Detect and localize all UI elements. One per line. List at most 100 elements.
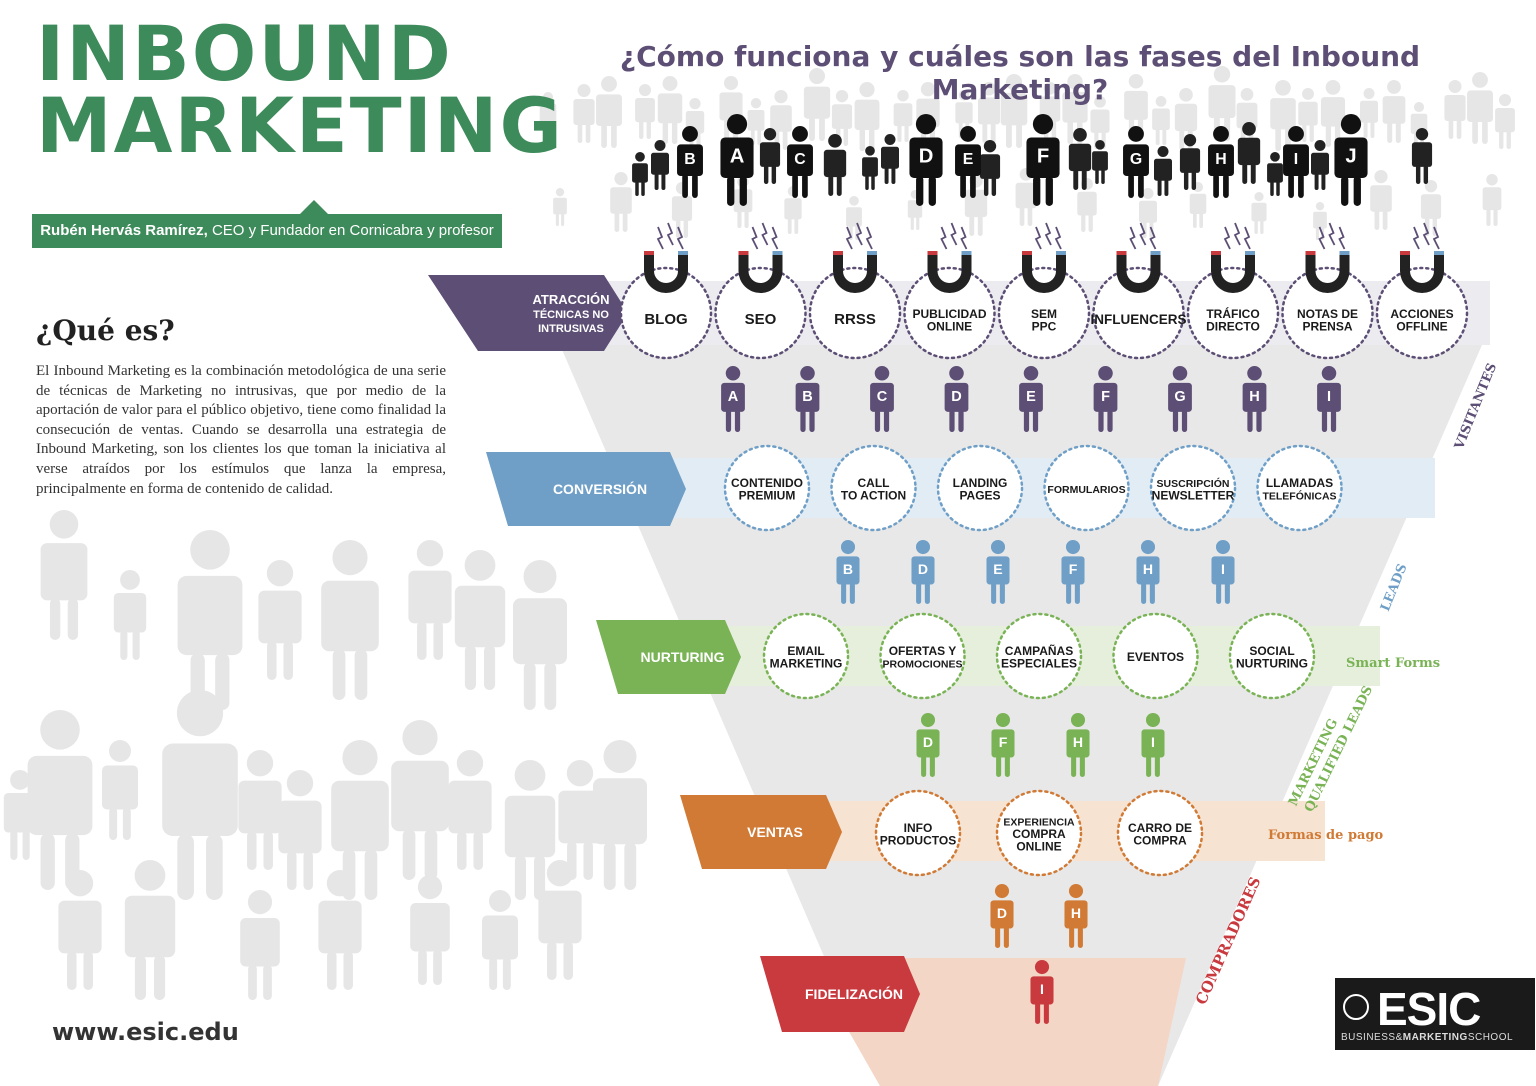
stage-nurturing-person-i-letter: I (1151, 734, 1155, 750)
stage-ventas-label: VENTAS (747, 824, 803, 840)
crowd-person-i: I (1283, 126, 1309, 198)
tactic-label: PUBLICIDAD (913, 307, 987, 321)
tactic-label: OFFLINE (1396, 319, 1447, 333)
crowd-person-left (278, 770, 322, 890)
dark-person (1092, 140, 1108, 184)
crowd-person-left (391, 720, 449, 880)
stage-conversion-person-f: F (1061, 540, 1085, 604)
tactic-label: SEM (1031, 307, 1057, 321)
main-title-line2: MARKETING (36, 81, 564, 170)
main-title-line1: INBOUND (36, 9, 453, 98)
stage-atraccion-person-c-letter: C (877, 389, 888, 405)
crowd-person-left (331, 740, 389, 900)
crowd-person-top (1495, 94, 1515, 149)
crowd-person-top (1482, 174, 1502, 226)
dark-person (759, 128, 781, 184)
crowd-person-g: G (1123, 126, 1149, 198)
esic-seal-icon (1343, 994, 1369, 1020)
stage-conversion-person-d: D (911, 540, 935, 604)
crowd-person-top (1015, 168, 1037, 226)
tactic-formularios: FORMULARIOS (1043, 444, 1130, 532)
crowd-person-left (240, 890, 280, 1000)
dark-person (979, 140, 1001, 196)
tactic-label: ACCIONES (1390, 307, 1453, 321)
stage-atraccion-arrow (428, 275, 628, 351)
stage-conversion-label: CONVERSIÓN (553, 480, 647, 497)
stage-conversion-person-i: I (1211, 540, 1235, 604)
crowd-person-top (1467, 72, 1493, 144)
stage-nurturing-person-f-letter: F (999, 734, 1008, 750)
stage-ventas-person-h: H (1064, 884, 1088, 948)
what-is-text: El Inbound Marketing es la combinación m… (36, 363, 446, 497)
stage-atraccion-person-a: A (721, 366, 745, 432)
crowd-person-left (321, 540, 379, 700)
main-title: INBOUND MARKETING (36, 9, 564, 170)
tactic-label: SOCIAL (1249, 644, 1294, 658)
tactic-blog: BLOG (619, 222, 713, 360)
crowd-person-left (448, 750, 492, 870)
stage-atraccion-person-i: I (1317, 366, 1341, 432)
crowd-person-a-letter: A (730, 146, 745, 168)
dark-person (651, 140, 669, 190)
stage-nurturing-person-h: H (1066, 713, 1090, 777)
logo-name: ESIC (1377, 983, 1481, 1035)
crowd-person-top (671, 182, 693, 238)
stage-fidelizacion: FIDELIZACIÓN I (760, 956, 1186, 1086)
crowd-person-top (553, 188, 567, 226)
dark-person (1411, 128, 1433, 184)
crowd-person-left (177, 530, 243, 710)
stage-ventas: VENTAS INFOPRODUCTOSEXPERIENCIACOMPRAONLI… (680, 789, 1325, 948)
dark-person (632, 152, 648, 196)
stage-ventas-person-h-letter: H (1071, 905, 1081, 921)
stage-conversion-person-f-letter: F (1069, 561, 1078, 577)
tactic-label: CONTENIDO (731, 476, 803, 490)
tactic-label: EMAIL (787, 644, 824, 658)
stage-nurturing-person-d: D (916, 713, 940, 777)
stage-conversion-person-h-letter: H (1143, 561, 1153, 577)
dark-person (1311, 140, 1329, 190)
tactic-label: FORMULARIOS (1047, 484, 1125, 496)
crowd-person-left (454, 550, 506, 690)
crowd-person-top (1236, 88, 1258, 146)
stage-atraccion-person-i-letter: I (1327, 389, 1331, 405)
magnet-icon (644, 222, 688, 293)
tactic-label: EXPERIENCIA (1003, 817, 1075, 829)
crowd-person-a: A (720, 114, 754, 206)
tactic-eventos: EVENTOS (1112, 612, 1199, 700)
tactic-label: LANDING (953, 476, 1008, 490)
magnet-icon (927, 222, 972, 293)
logo-subtitle: BUSINESS&MARKETINGSCHOOL (1341, 1032, 1514, 1043)
tactic-label: INFO (904, 821, 933, 835)
author-role: CEO y Fundador en Cornicabra y profesor … (207, 222, 494, 273)
tactic-label: PRENSA (1302, 319, 1352, 333)
website-url[interactable]: www.esic.edu (52, 1018, 239, 1046)
stage-atraccion-person-e-letter: E (1026, 389, 1036, 405)
author-name: Rubén Hervás Ramírez, (40, 222, 208, 239)
crowd-person-left (102, 740, 138, 840)
subtitle: ¿Cómo funciona y cuáles son las fases de… (619, 40, 1421, 106)
stage-nurturing-person-f: F (991, 713, 1015, 777)
tactic-label: LLAMADAS (1266, 476, 1333, 490)
tactic-label: PREMIUM (739, 488, 796, 502)
tactic-label: PROMOCIONES (883, 658, 963, 670)
crowd-person-left (408, 540, 452, 660)
stage-fidelizacion-person-i: I (1030, 960, 1054, 1024)
stage-atraccion-person-h-letter: H (1249, 389, 1259, 405)
crowd-person-left (318, 870, 362, 990)
tactic-label: NEWSLETTER (1152, 488, 1235, 502)
dark-person (823, 134, 847, 196)
tactic-label: ONLINE (1016, 840, 1061, 854)
stage-conversion-person-e: E (986, 540, 1010, 604)
